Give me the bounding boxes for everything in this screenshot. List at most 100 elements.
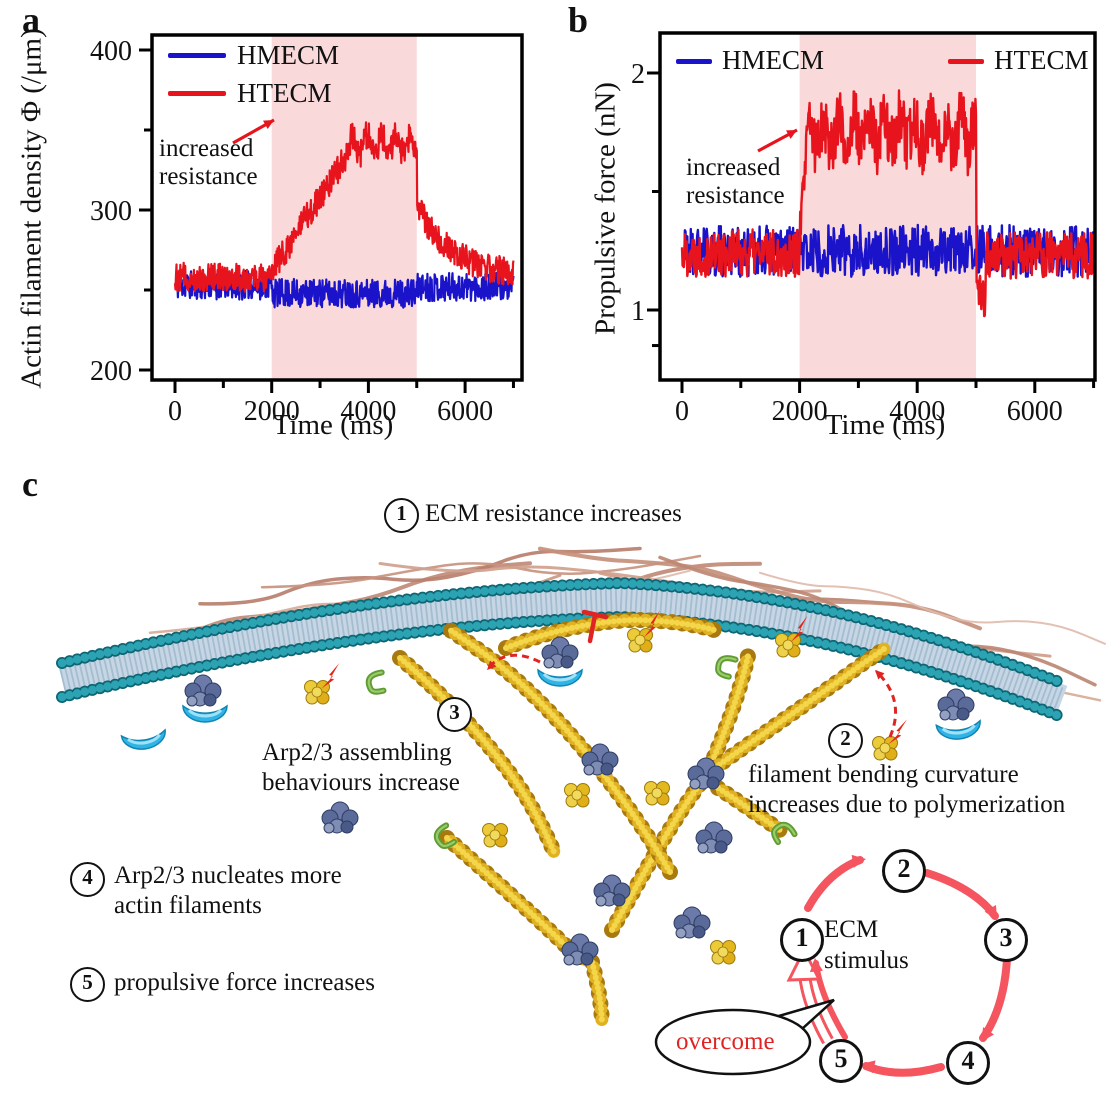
membrane-body (58, 584, 1068, 715)
stimulus-shaded-band (271, 35, 417, 380)
cycle-node-3: 3 (984, 918, 1028, 962)
overcome-outline-arrow (786, 946, 834, 1045)
arrowhead (263, 120, 274, 129)
actin-monomer-icon (564, 783, 590, 808)
cycle-node-1: 1 (780, 918, 824, 962)
cycle-hub-label: ECM stimulus (824, 916, 909, 974)
panel-label-b: b (568, 0, 589, 40)
b-x-axis-label: Time (ms) (824, 409, 946, 441)
end-cap-icon (367, 672, 387, 694)
x-tick-label: 6000 (437, 396, 493, 427)
arrowhead (851, 854, 866, 868)
a-legend-label-htecm: HTECM (237, 78, 332, 108)
charts-canvas: 0 2000 4000 6000 200 300 400 0 2000 4000 6000 1 2 (90, 31, 1097, 427)
y-tick-label: 1 (631, 296, 645, 327)
actin-filament (698, 641, 892, 782)
stimulus-bolt-icon (321, 660, 340, 692)
arrowhead (861, 1060, 876, 1074)
step-1-text: ECM resistance increases (425, 500, 682, 527)
step-2-circle: 2 (828, 723, 863, 758)
cycle-arrow-1-2 (804, 856, 864, 912)
b-legend-line-hmecm (676, 59, 712, 64)
arp23-complex-icon (184, 674, 222, 707)
arrowhead (786, 130, 797, 139)
actin-filament (392, 650, 562, 860)
step-2-text: filament bending curvature increases due… (748, 761, 1066, 818)
x-tick-label: 6000 (1007, 396, 1063, 427)
ecm-fiber (759, 571, 1106, 645)
cycle-node-2: 2 (882, 849, 926, 893)
arrowhead (981, 1027, 994, 1042)
step-4-text: Arp2/3 nucleates more actin filaments (114, 862, 342, 919)
arrowhead (984, 905, 997, 920)
plot-frame (658, 31, 1097, 382)
cycle-node-5: 5 (819, 1039, 863, 1083)
capping-protein-icon (536, 668, 584, 688)
actin-monomer-icon (482, 823, 508, 848)
panel-label-c: c (22, 464, 38, 504)
capping-protein-icon (181, 704, 229, 724)
capping-protein-icon (934, 719, 984, 743)
step-4-circle: 4 (70, 862, 105, 897)
actin-monomer-icon (644, 781, 670, 806)
cycle-arrow-3-4 (979, 955, 1011, 1042)
arp23-free-icon (673, 906, 711, 939)
series-htecm (680, 89, 1095, 318)
cycle-node-4: 4 (946, 1041, 990, 1085)
membrane-outer-bead-row (56, 576, 1068, 689)
y-tick-label: 2 (631, 59, 645, 90)
overcome-bubble (654, 998, 835, 1076)
arp23-free-icon (321, 801, 359, 834)
diagram-canvas (56, 546, 1106, 1077)
arp23-complex-icon (937, 688, 975, 721)
cycle-arrow-2-3 (923, 869, 999, 920)
step-3-text: Arp2/3 assembling behaviours increase (262, 739, 460, 796)
b-annotation: increased resistance (686, 154, 785, 209)
step-3-circle: 3 (437, 697, 472, 732)
step-1-circle: 1 (384, 498, 419, 533)
a-legend-label-hmecm: HMECM (237, 40, 340, 70)
series-htecm (173, 121, 515, 293)
diagram-arrowheads (487, 660, 997, 1074)
cycle-arrow-4-5 (862, 1062, 945, 1077)
actin-filament (498, 611, 722, 656)
actin-monomer-icon (710, 940, 736, 965)
b-legend-label-htecm: HTECM (994, 45, 1089, 75)
x-tick-label: 4000 (340, 396, 396, 427)
actin-filament (584, 954, 610, 1030)
y-tick-label: 400 (90, 36, 132, 67)
capping-protein-icon (119, 728, 169, 754)
a-legend-line-hmecm (168, 53, 226, 58)
overcome-label: overcome (676, 1028, 775, 1055)
y-tick-label: 300 (90, 196, 132, 227)
arrowhead (809, 958, 823, 973)
chart-panel-b: 0 2000 4000 6000 1 2 (631, 31, 1097, 427)
arrowhead (875, 670, 885, 680)
b-y-axis-label: Propulsive force (nN) (589, 82, 622, 335)
axis-ticks (139, 48, 515, 393)
step-5-circle: 5 (70, 967, 105, 1002)
axis-ticks (647, 71, 1096, 393)
x-tick-label: 0 (675, 396, 689, 427)
inhibit-symbol (581, 609, 609, 644)
plot-frame (150, 33, 524, 382)
stimulus-shaded-band (799, 33, 976, 380)
actin-filament (442, 622, 678, 880)
x-tick-label: 2000 (772, 396, 828, 427)
ecm-fiber (538, 546, 982, 631)
y-tick-label: 200 (90, 356, 132, 387)
step-5-text: propulsive force increases (114, 969, 375, 996)
x-tick-label: 4000 (889, 396, 945, 427)
a-annotation-arrow (232, 118, 275, 145)
chart-panel-a: 0 2000 4000 6000 200 300 400 (90, 33, 524, 427)
end-cap-icon (717, 656, 736, 677)
bending-arrow (874, 669, 898, 738)
b-annotation-arrow (757, 128, 798, 153)
arp23-branch-junction-icon (695, 821, 733, 854)
arrowhead (487, 660, 497, 670)
b-legend-line-htecm (948, 59, 984, 64)
a-x-axis-label: Time (ms) (272, 409, 394, 441)
b-legend-label-hmecm: HMECM (722, 45, 825, 75)
x-tick-label: 0 (168, 396, 182, 427)
